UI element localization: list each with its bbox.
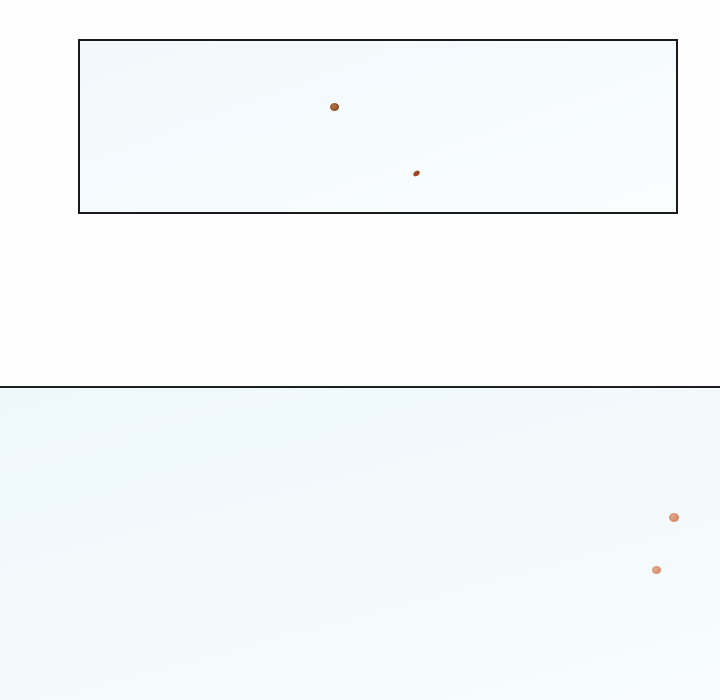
distant-speck-icon [412,169,421,178]
floating-speck-icon [669,513,679,522]
gutter-white-space [78,39,678,214]
small-sky-panel [78,39,678,214]
panel-border-line [0,386,720,388]
large-sky-panel [0,388,720,700]
floating-speck-icon [652,566,661,574]
distant-speck-icon [330,103,339,111]
